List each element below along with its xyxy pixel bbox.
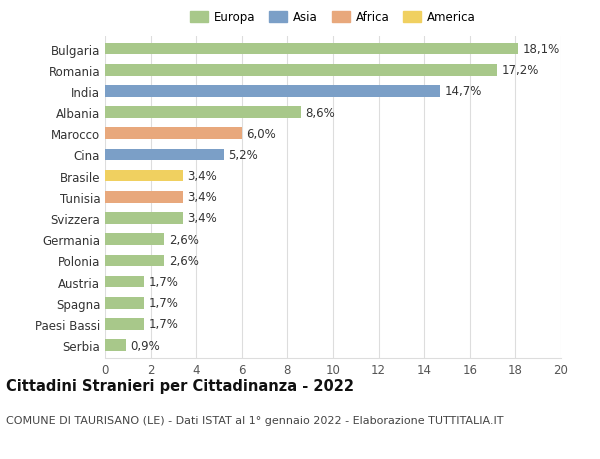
- Text: 1,7%: 1,7%: [148, 318, 178, 330]
- Bar: [105, 107, 301, 118]
- Bar: [105, 297, 144, 309]
- Bar: [105, 319, 144, 330]
- Bar: [105, 191, 182, 203]
- Text: 8,6%: 8,6%: [305, 106, 335, 119]
- Text: 1,7%: 1,7%: [148, 275, 178, 288]
- Bar: [105, 170, 182, 182]
- Text: 5,2%: 5,2%: [228, 149, 258, 162]
- Text: 2,6%: 2,6%: [169, 233, 199, 246]
- Legend: Europa, Asia, Africa, America: Europa, Asia, Africa, America: [190, 11, 476, 24]
- Text: 6,0%: 6,0%: [247, 128, 276, 140]
- Bar: [105, 255, 164, 267]
- Bar: [105, 340, 125, 351]
- Bar: [105, 86, 440, 97]
- Text: 1,7%: 1,7%: [148, 297, 178, 309]
- Text: 3,4%: 3,4%: [187, 191, 217, 204]
- Bar: [105, 65, 497, 76]
- Text: 2,6%: 2,6%: [169, 254, 199, 267]
- Bar: [105, 213, 182, 224]
- Text: 0,9%: 0,9%: [130, 339, 160, 352]
- Bar: [105, 149, 224, 161]
- Text: COMUNE DI TAURISANO (LE) - Dati ISTAT al 1° gennaio 2022 - Elaborazione TUTTITAL: COMUNE DI TAURISANO (LE) - Dati ISTAT al…: [6, 415, 503, 425]
- Text: 3,4%: 3,4%: [187, 212, 217, 225]
- Text: 3,4%: 3,4%: [187, 170, 217, 183]
- Bar: [105, 276, 144, 288]
- Bar: [105, 234, 164, 246]
- Text: 17,2%: 17,2%: [502, 64, 539, 77]
- Bar: [105, 44, 518, 55]
- Text: 14,7%: 14,7%: [445, 85, 482, 98]
- Text: Cittadini Stranieri per Cittadinanza - 2022: Cittadini Stranieri per Cittadinanza - 2…: [6, 379, 354, 394]
- Text: 18,1%: 18,1%: [522, 43, 559, 56]
- Bar: [105, 128, 242, 140]
